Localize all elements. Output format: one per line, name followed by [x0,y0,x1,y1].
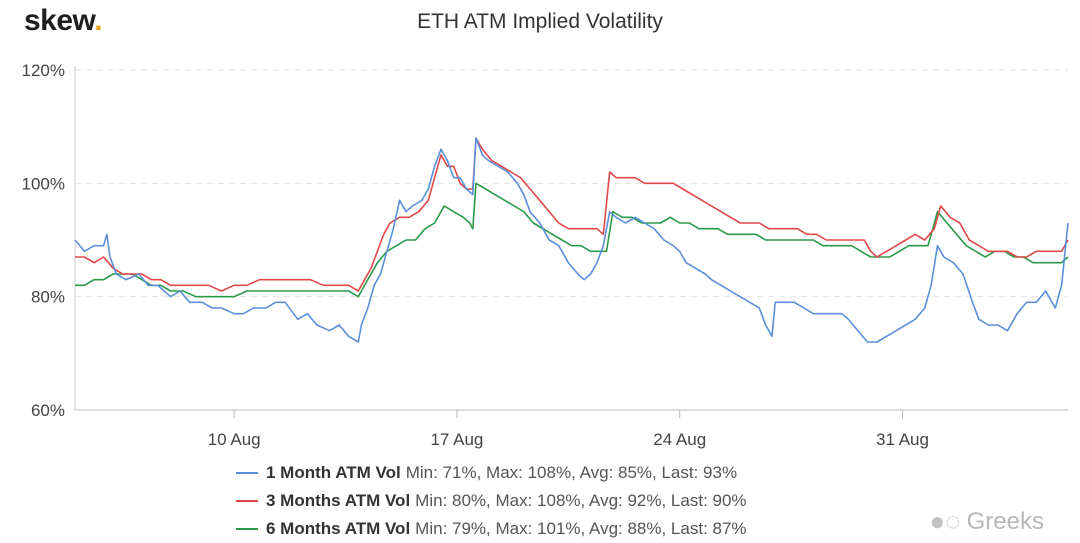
series-line-6-months [75,182,1069,298]
x-tick-label: 10 Aug [208,430,261,449]
legend-swatch-1-month [236,472,258,474]
legend-item-3-months[interactable]: 3 Months ATM Vol Min: 80%, Max: 108%, Av… [236,487,747,515]
legend-swatch-3-months [236,500,258,502]
series-lines [74,137,1069,343]
legend-stats-6-months: Min: 79%, Max: 101%, Avg: 88%, Last: 87% [415,519,747,538]
y-tick-label: 60% [31,401,65,420]
legend-label-6-months: 6 Months ATM Vol [266,519,411,538]
y-tick-label: 120% [22,61,65,80]
y-tick-label: 100% [22,174,65,193]
grid-lines [74,66,1068,410]
legend-item-6-months[interactable]: 6 Months ATM Vol Min: 79%, Max: 101%, Av… [236,515,747,543]
watermark: ●◌ Greeks [929,506,1044,537]
logo-text: skew [24,4,95,37]
legend-swatch-6-months [236,528,258,530]
x-axis: 10 Aug 17 Aug 24 Aug 31 Aug [75,409,1068,449]
x-tick-label: 31 Aug [876,430,929,449]
legend-label-1-month: 1 Month ATM Vol [266,463,401,482]
series-line-1-month [74,137,1069,343]
watermark-text: Greeks [966,507,1044,535]
y-axis-ticks: 60% 80% 100% 120% [22,61,65,420]
chart-title: ETH ATM Implied Volatility [417,10,663,33]
y-tick-label: 80% [31,288,65,307]
x-tick-label: 17 Aug [430,430,483,449]
series-line-3-months [75,137,1069,292]
skew-logo: skew. [24,4,103,38]
x-tick-label: 24 Aug [653,430,706,449]
legend-stats-3-months: Min: 80%, Max: 108%, Avg: 92%, Last: 90% [415,491,747,510]
wechat-icon: ●◌ [929,506,961,536]
legend: 1 Month ATM Vol Min: 71%, Max: 108%, Avg… [236,459,747,543]
logo-dot: . [94,4,103,37]
legend-label-3-months: 3 Months ATM Vol [266,491,411,510]
legend-stats-1-month: Min: 71%, Max: 108%, Avg: 85%, Last: 93% [405,463,738,482]
legend-item-1-month[interactable]: 1 Month ATM Vol Min: 71%, Max: 108%, Avg… [236,459,747,487]
